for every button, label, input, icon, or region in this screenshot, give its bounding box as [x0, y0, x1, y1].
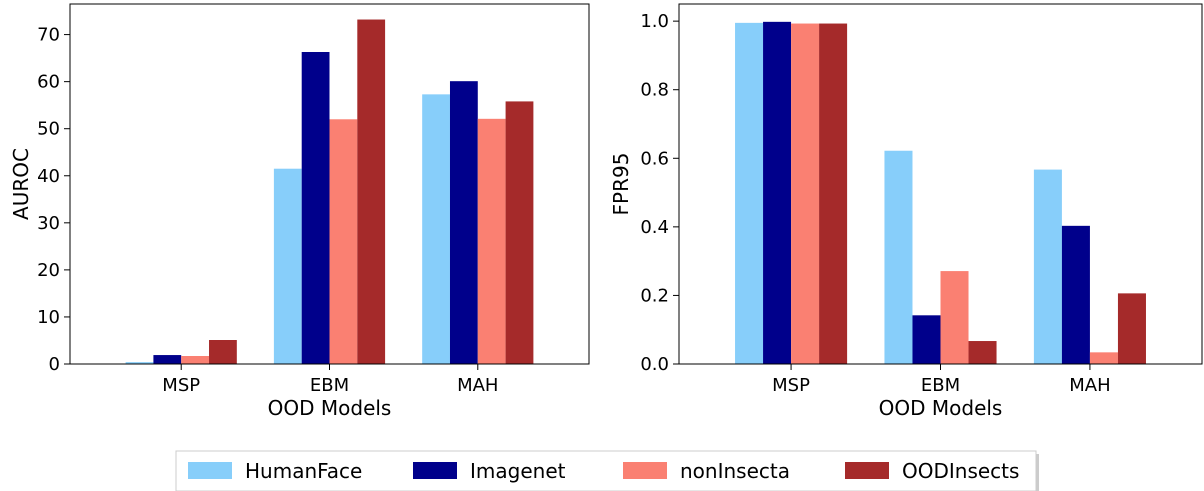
- bar-ebm-oodinsects: [968, 341, 997, 364]
- y-tick-label: 0.2: [640, 285, 669, 306]
- y-tick-label: 70: [37, 25, 60, 46]
- chart-panel-2: 0.0 0.2 0.4 0.6 0.8 1.0 MSP EBM MAH OOD Models FPR…: [609, 3, 1203, 420]
- bar-msp-oodinsects: [819, 23, 848, 364]
- legend-swatch-noninsecta: [623, 462, 667, 479]
- bar-ebm-imagenet: [301, 52, 330, 364]
- y-tick-label: 0.8: [640, 80, 669, 101]
- x-tick-label-msp: MSP: [772, 375, 810, 396]
- bar-mah-noninsecta: [1089, 352, 1118, 364]
- bar-mah-imagenet: [449, 81, 478, 365]
- legend-label-humanface: HumanFace: [245, 459, 362, 483]
- bar-ebm-noninsecta: [940, 271, 969, 364]
- legend-swatch-imagenet: [413, 462, 457, 479]
- x-tick-label-ebm: EBM: [310, 375, 349, 396]
- y-axis-label: FPR95: [609, 153, 633, 216]
- x-tick-label-ebm: EBM: [921, 375, 960, 396]
- y-tick-label: 60: [37, 72, 60, 93]
- bar-mah-noninsecta: [477, 118, 506, 364]
- y-tick-label: 10: [37, 307, 60, 328]
- bar-mah-imagenet: [1061, 225, 1090, 364]
- legend-label-noninsecta: nonInsecta: [680, 459, 790, 483]
- bar-mah-oodinsects: [1117, 293, 1146, 364]
- x-axis-label: OOD Models: [879, 396, 1003, 420]
- y-axis-label: AUROC: [9, 148, 33, 220]
- y-tick-label: 40: [37, 166, 60, 187]
- bar-msp-imagenet: [763, 21, 792, 365]
- y-tick-label: 0.4: [640, 217, 669, 238]
- y-tick-label: 50: [37, 119, 60, 140]
- bar-msp-imagenet: [153, 355, 182, 364]
- bar-ebm-oodinsects: [357, 19, 386, 365]
- bar-msp-noninsecta: [791, 23, 820, 364]
- legend-box: [175, 450, 1037, 491]
- legend-swatch-humanface: [188, 462, 232, 479]
- bar-ebm-noninsecta: [329, 119, 358, 364]
- x-tick-label-mah: MAH: [457, 375, 498, 396]
- bar-ebm-humanface: [884, 150, 913, 364]
- bar-ebm-humanface: [273, 168, 302, 364]
- y-tick-label: 0.6: [640, 148, 669, 169]
- chart-panel-1: 0 10 20 30 40 50 60 70 MSP EBM MAH OOD Models AUROC: [9, 3, 590, 420]
- legend-label-imagenet: Imagenet: [470, 459, 566, 483]
- y-tick-label: 0: [49, 354, 60, 375]
- bar-msp-oodinsects: [209, 340, 237, 364]
- bar-msp-humanface: [735, 22, 764, 365]
- y-tick-label: 1.0: [640, 11, 669, 32]
- bar-mah-humanface: [422, 94, 450, 364]
- legend-swatch-oodinsects: [845, 462, 889, 479]
- x-tick-label-msp: MSP: [162, 375, 200, 396]
- x-axis-label: OOD Models: [268, 396, 392, 420]
- x-tick-label-mah: MAH: [1069, 375, 1110, 396]
- bar-mah-humanface: [1033, 169, 1062, 364]
- bar-msp-noninsecta: [181, 356, 210, 364]
- y-tick-label: 0.0: [640, 354, 669, 375]
- bar-msp-humanface: [125, 362, 154, 364]
- legend-label-oodinsects: OODInsects: [902, 459, 1019, 483]
- y-tick-label: 20: [37, 260, 60, 281]
- legend: HumanFace Imagenet nonInsecta OODInsects: [175, 450, 1039, 491]
- bar-ebm-imagenet: [912, 315, 941, 364]
- y-tick-label: 30: [37, 213, 60, 234]
- bar-mah-oodinsects: [505, 101, 534, 364]
